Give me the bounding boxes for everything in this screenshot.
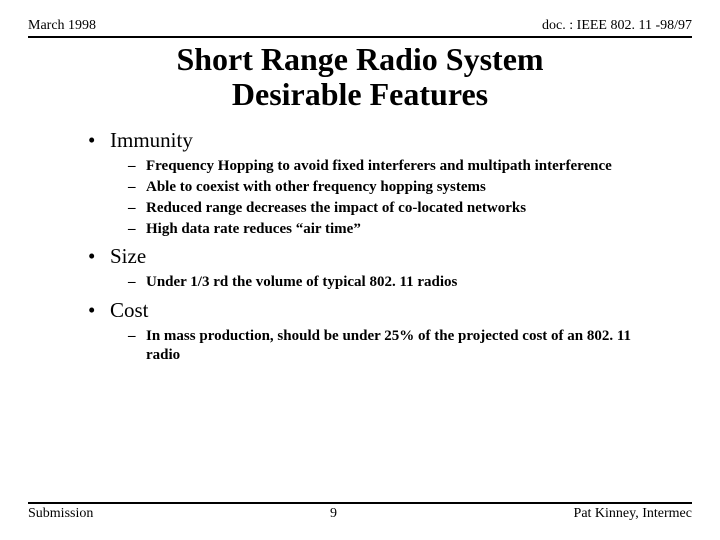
sub-list: – Frequency Hopping to avoid fixed inter… [88, 157, 672, 238]
list-item-text: Frequency Hopping to avoid fixed interfe… [146, 157, 662, 176]
bullet-dot-icon: • [88, 298, 110, 323]
header-bar: March 1998 doc. : IEEE 802. 11 -98/97 [28, 18, 692, 38]
footer-bar: Submission 9 Pat Kinney, Intermec [28, 504, 692, 522]
header-date: March 1998 [28, 18, 96, 34]
section-label: Size [110, 244, 146, 269]
list-item: – In mass production, should be under 25… [128, 327, 662, 365]
bullet-dot-icon: • [88, 244, 110, 269]
dash-icon: – [128, 199, 146, 218]
footer-author: Pat Kinney, Intermec [574, 506, 692, 522]
dash-icon: – [128, 157, 146, 176]
bullet-dot-icon: • [88, 128, 110, 153]
dash-icon: – [128, 178, 146, 197]
content-area: • Immunity – Frequency Hopping to avoid … [28, 126, 692, 498]
list-item-text: Able to coexist with other frequency hop… [146, 178, 662, 197]
header-doc-id: doc. : IEEE 802. 11 -98/97 [542, 18, 692, 34]
title-line-1: Short Range Radio System [28, 42, 692, 77]
list-item: – Under 1/3 rd the volume of typical 802… [128, 273, 662, 292]
section-heading: • Size [88, 244, 672, 269]
list-item-text: Under 1/3 rd the volume of typical 802. … [146, 273, 662, 292]
dash-icon: – [128, 327, 146, 346]
dash-icon: – [128, 273, 146, 292]
section-heading: • Immunity [88, 128, 672, 153]
section-heading: • Cost [88, 298, 672, 323]
section-label: Cost [110, 298, 149, 323]
list-item: – Reduced range decreases the impact of … [128, 199, 662, 218]
slide-title: Short Range Radio System Desirable Featu… [28, 42, 692, 112]
dash-icon: – [128, 220, 146, 239]
title-line-2: Desirable Features [28, 77, 692, 112]
slide-page: March 1998 doc. : IEEE 802. 11 -98/97 Sh… [0, 0, 720, 540]
sub-list: – In mass production, should be under 25… [88, 327, 672, 365]
list-item: – Frequency Hopping to avoid fixed inter… [128, 157, 662, 176]
footer-left: Submission [28, 506, 93, 522]
list-item: – Able to coexist with other frequency h… [128, 178, 662, 197]
section-label: Immunity [110, 128, 193, 153]
list-item: – High data rate reduces “air time” [128, 220, 662, 239]
footer-page-number: 9 [330, 506, 337, 522]
sub-list: – Under 1/3 rd the volume of typical 802… [88, 273, 672, 292]
list-item-text: Reduced range decreases the impact of co… [146, 199, 662, 218]
list-item-text: In mass production, should be under 25% … [146, 327, 662, 365]
list-item-text: High data rate reduces “air time” [146, 220, 662, 239]
